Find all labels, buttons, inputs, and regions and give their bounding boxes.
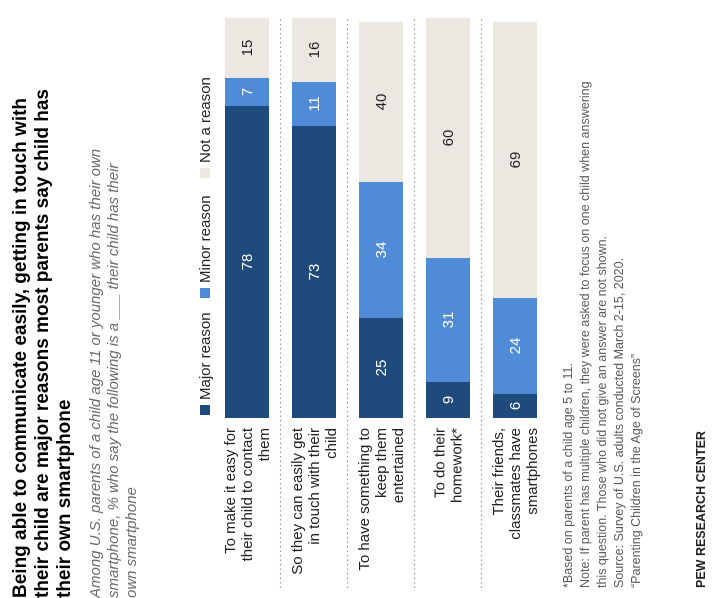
bar-segment bbox=[493, 298, 537, 394]
legend-swatch bbox=[200, 288, 210, 298]
title-block: Being able to communicate easily, gettin… bbox=[10, 89, 140, 598]
legend-item: Major reason bbox=[197, 312, 214, 415]
footnotes: *Based on parents of a child age 5 to 11… bbox=[561, 81, 708, 588]
category-label: Their friends,classmates havesmartphones bbox=[490, 428, 541, 540]
chart-subtitle: Among U.S. parents of a child age 11 or … bbox=[87, 149, 140, 598]
category-label-line: smartphones bbox=[524, 428, 541, 515]
data-label: 60 bbox=[440, 130, 457, 147]
category-label-line: homework* bbox=[449, 428, 466, 503]
note-line: *Based on parents of a child age 5 to 11… bbox=[561, 363, 575, 588]
data-label: 40 bbox=[373, 94, 390, 111]
category-label-line: their child to contact bbox=[239, 427, 256, 561]
bar-segment bbox=[225, 18, 269, 78]
bar-row: To have something tokeep thementertained… bbox=[356, 22, 407, 571]
bar-segment bbox=[493, 394, 537, 418]
legend-item: Minor reason bbox=[197, 195, 214, 298]
title-line: their child are major reasons most paren… bbox=[32, 89, 53, 598]
title-line: Being able to communicate easily, gettin… bbox=[10, 98, 31, 598]
category-label: So they can easily getin touch with thei… bbox=[289, 427, 340, 575]
category-label-line: To do their bbox=[432, 428, 449, 498]
category-label-line: entertained bbox=[390, 428, 407, 503]
bar-segment bbox=[225, 106, 269, 418]
data-label: 69 bbox=[507, 152, 524, 169]
note-line: Source: Survey of U.S. adults conducted … bbox=[612, 258, 626, 588]
data-label: 9 bbox=[440, 396, 457, 404]
data-label: 7 bbox=[239, 88, 256, 96]
category-label-line: Their friends, bbox=[490, 428, 507, 516]
category-label-line: So they can easily get bbox=[289, 427, 306, 575]
bar-segment bbox=[359, 182, 403, 318]
bar-segment bbox=[426, 258, 470, 382]
legend-label: Major reason bbox=[197, 312, 214, 400]
data-label: 31 bbox=[440, 312, 457, 329]
category-label: To have something tokeep thementertained bbox=[356, 428, 407, 571]
title-line: their own smartphone bbox=[54, 400, 75, 598]
data-label: 15 bbox=[239, 40, 256, 57]
legend-item: Not a reason bbox=[197, 77, 214, 178]
subtitle-line: smartphone, % who say the following is a… bbox=[105, 163, 122, 598]
bar-row: To do theirhomework* 9 31 60 bbox=[426, 18, 470, 503]
source-org: PEW RESEARCH CENTER bbox=[694, 431, 708, 588]
stacked-bar-chart: To make it easy fortheir child to contac… bbox=[222, 18, 541, 588]
bar-segment bbox=[292, 18, 336, 82]
notes: *Based on parents of a child age 5 to 11… bbox=[561, 81, 643, 588]
chart-title: Being able to communicate easily, gettin… bbox=[10, 89, 75, 598]
category-label-line: keep them bbox=[373, 428, 390, 498]
legend-label: Not a reason bbox=[197, 77, 214, 163]
bar-row: So they can easily getin touch with thei… bbox=[289, 18, 340, 575]
bar-segment bbox=[493, 22, 537, 298]
note-line: “Parenting Children in the Age of Screen… bbox=[629, 354, 643, 588]
legend-swatch bbox=[200, 405, 210, 415]
data-label: 34 bbox=[373, 242, 390, 259]
bar-row: To make it easy fortheir child to contac… bbox=[222, 18, 273, 561]
category-label-line: in touch with their bbox=[306, 428, 323, 545]
legend-swatch bbox=[200, 168, 210, 178]
legend: Major reason Minor reason Not a reason bbox=[197, 77, 214, 415]
bar-row: Their friends,classmates havesmartphones… bbox=[490, 22, 541, 540]
data-label: 25 bbox=[373, 360, 390, 377]
bar-segment bbox=[225, 78, 269, 106]
bar-segment bbox=[426, 18, 470, 258]
data-label: 24 bbox=[507, 338, 524, 355]
data-label: 11 bbox=[306, 96, 323, 112]
subtitle-line: own smartphone bbox=[123, 487, 140, 598]
subtitle-line: Among U.S. parents of a child age 11 or … bbox=[87, 149, 104, 598]
bar-segment bbox=[359, 22, 403, 182]
category-label-line: classmates have bbox=[507, 428, 524, 540]
note-line: Note: If parent has multiple children, t… bbox=[578, 81, 592, 588]
bar-segment bbox=[359, 318, 403, 418]
category-label-line: child bbox=[323, 428, 340, 459]
category-label-line: them bbox=[256, 428, 273, 461]
data-label: 73 bbox=[306, 264, 323, 281]
category-label-line: To have something to bbox=[356, 428, 373, 571]
legend-label: Minor reason bbox=[197, 195, 214, 283]
bar-segment bbox=[292, 126, 336, 418]
bar-segment bbox=[292, 82, 336, 126]
note-line: this question. Those who did not give an… bbox=[595, 236, 609, 588]
category-label: To make it easy fortheir child to contac… bbox=[222, 427, 273, 561]
data-label: 6 bbox=[507, 402, 524, 410]
bar-segment bbox=[426, 382, 470, 418]
data-label: 78 bbox=[239, 254, 256, 271]
data-label: 16 bbox=[306, 42, 323, 59]
category-label: To do theirhomework* bbox=[432, 428, 466, 503]
category-label-line: To make it easy for bbox=[222, 428, 239, 554]
